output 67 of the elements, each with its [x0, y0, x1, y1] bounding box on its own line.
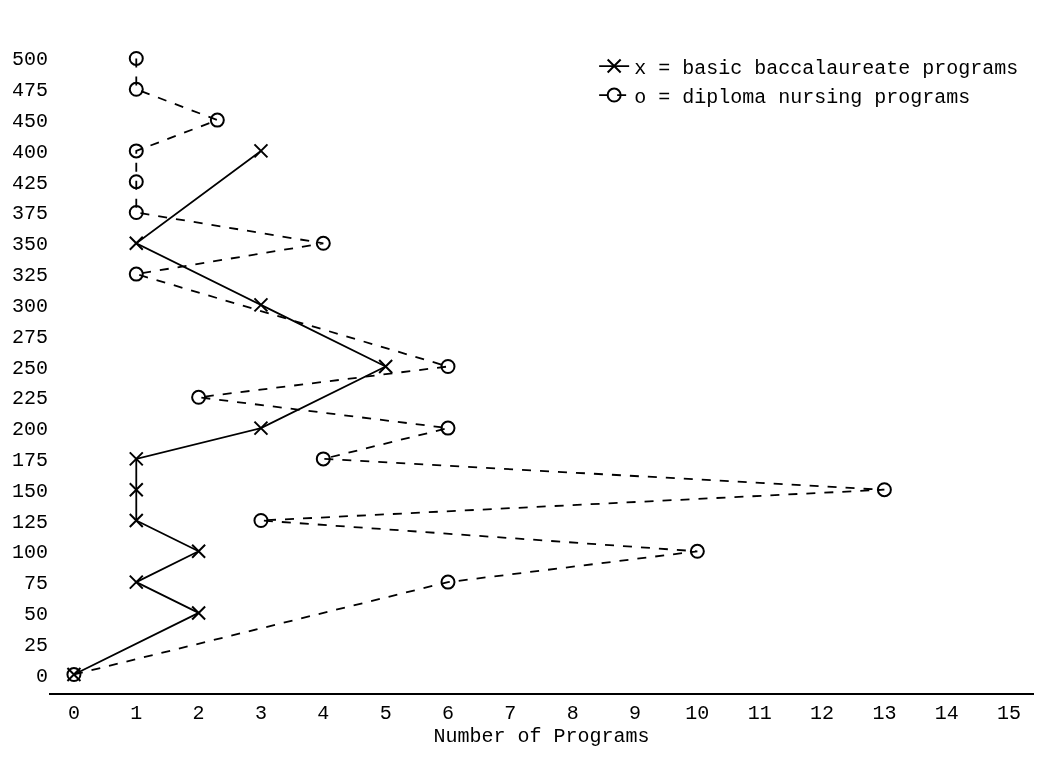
point	[253, 297, 269, 313]
point	[128, 81, 144, 97]
point	[128, 235, 144, 251]
x-axis-title: Number of Programs	[433, 725, 650, 748]
x-tick-label: 2	[192, 702, 205, 725]
point	[253, 513, 269, 528]
point	[128, 266, 144, 282]
point	[253, 420, 269, 436]
x-tick-label: 15	[997, 702, 1022, 725]
point	[440, 420, 456, 436]
x-tick-label: 12	[810, 702, 835, 725]
x-tick-label: 0	[67, 702, 80, 725]
y-tick-label: 225	[11, 387, 48, 411]
point	[191, 543, 207, 559]
point	[315, 235, 331, 251]
y-tick-label: 425	[11, 171, 48, 195]
y-tick-label: 500	[11, 48, 48, 72]
legend-label: x = basic baccalaureate programs	[634, 56, 1019, 80]
y-tick-label: 250	[11, 356, 48, 380]
point	[191, 605, 207, 621]
point	[253, 143, 269, 159]
x-tick-label: 7	[504, 702, 517, 725]
x-tick-label: 1	[130, 702, 143, 725]
y-tick-label: 0	[35, 664, 48, 688]
x-tick-label: 11	[747, 702, 772, 725]
x-tick-label: 6	[441, 702, 454, 725]
y-tick-label: 475	[11, 79, 48, 103]
point	[128, 451, 144, 467]
y-tick-label: 150	[11, 479, 48, 503]
point	[128, 50, 144, 66]
y-tick-label: 275	[11, 325, 48, 349]
point	[689, 543, 705, 559]
x-tick-label: 13	[872, 702, 897, 725]
point	[315, 451, 331, 467]
point	[128, 513, 144, 529]
y-tick-label: 350	[11, 233, 48, 257]
y-tick-label: 100	[11, 541, 48, 565]
legend-label: o = diploma nursing programs	[634, 85, 971, 109]
point	[378, 359, 394, 374]
y-tick-label: 125	[11, 510, 48, 534]
y-tick-label: 450	[11, 110, 48, 134]
point	[128, 204, 144, 220]
point	[209, 112, 225, 128]
y-tick-label: 50	[23, 602, 48, 626]
y-tick-label: 400	[11, 140, 48, 164]
y-tick-label: 200	[11, 418, 48, 442]
point	[128, 143, 144, 159]
y-tick-label: 300	[11, 294, 48, 318]
x-tick-label: 9	[629, 702, 642, 725]
x-tick-label: 5	[379, 702, 392, 725]
y-tick-label: 25	[23, 633, 48, 657]
y-tick-label: 75	[23, 572, 48, 596]
x-tick-label: 14	[934, 702, 959, 725]
point	[191, 389, 207, 405]
y-tick-label: 375	[11, 202, 48, 226]
y-tick-label: 325	[11, 264, 48, 288]
x-tick-label: 8	[566, 702, 579, 725]
point	[440, 574, 456, 590]
point	[128, 574, 144, 590]
point	[128, 482, 144, 498]
x-tick-label: 4	[317, 702, 330, 725]
x-tick-label: 10	[685, 702, 710, 725]
x-tick-label: 3	[254, 702, 267, 725]
point	[440, 359, 456, 374]
y-tick-label: 175	[11, 448, 48, 472]
point	[876, 482, 892, 498]
point	[128, 174, 144, 190]
